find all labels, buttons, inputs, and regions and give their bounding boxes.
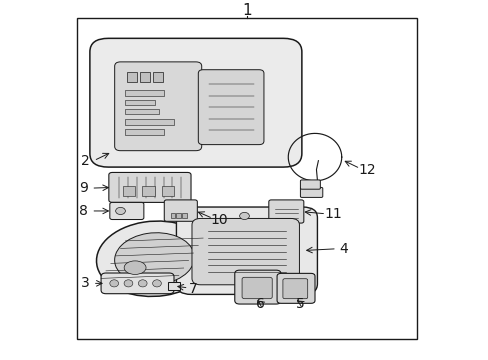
Bar [125,109,159,114]
Text: 11: 11 [324,207,341,221]
FancyBboxPatch shape [277,273,314,303]
Bar [126,72,136,82]
Bar [140,72,149,82]
Bar [167,282,180,290]
FancyBboxPatch shape [110,202,143,220]
Ellipse shape [124,261,146,274]
Ellipse shape [110,280,118,287]
Bar [125,129,164,135]
FancyBboxPatch shape [109,172,191,202]
Ellipse shape [96,221,212,296]
Bar [125,90,164,96]
Text: 6: 6 [255,297,264,311]
Text: 2: 2 [81,154,89,168]
Text: 7: 7 [189,282,198,296]
Text: 8: 8 [79,204,87,218]
Circle shape [239,212,249,220]
Text: 9: 9 [79,181,87,195]
FancyBboxPatch shape [268,200,303,223]
FancyBboxPatch shape [101,273,174,294]
FancyBboxPatch shape [234,270,281,304]
FancyBboxPatch shape [90,38,301,167]
Bar [142,186,154,196]
Bar [170,213,175,218]
Bar [125,118,174,125]
Ellipse shape [114,233,194,285]
FancyBboxPatch shape [164,200,197,221]
FancyBboxPatch shape [283,279,307,299]
FancyBboxPatch shape [242,277,272,299]
Text: 12: 12 [358,163,375,177]
Text: 3: 3 [81,276,89,291]
Bar [77,18,416,339]
Ellipse shape [124,280,133,287]
FancyBboxPatch shape [300,180,320,189]
FancyBboxPatch shape [115,62,201,151]
Text: 5: 5 [295,297,304,311]
Bar [153,72,163,82]
Ellipse shape [152,280,161,287]
Bar [125,100,154,105]
Bar [162,186,174,196]
FancyBboxPatch shape [198,70,264,145]
Text: 4: 4 [339,242,347,256]
Text: 1: 1 [242,3,251,18]
FancyBboxPatch shape [300,188,322,197]
FancyBboxPatch shape [192,219,299,285]
Text: 10: 10 [210,212,227,226]
Bar [176,213,181,218]
Bar [182,213,186,218]
FancyBboxPatch shape [176,207,317,294]
Ellipse shape [138,280,147,287]
Bar [122,186,135,196]
Circle shape [116,207,125,215]
